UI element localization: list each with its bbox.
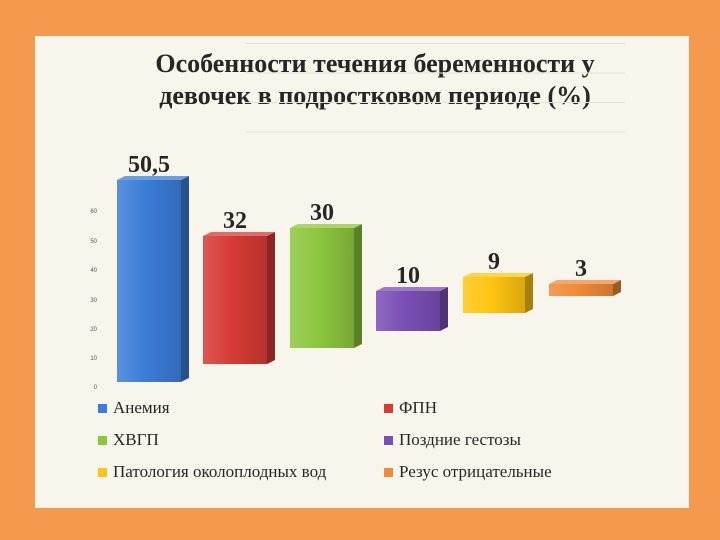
bar-side — [267, 232, 275, 364]
y-tick-label: 20 — [90, 327, 97, 333]
bar-top — [117, 176, 189, 180]
data-label: 3 — [575, 256, 587, 282]
data-label: 50,5 — [128, 152, 170, 178]
legend-label: Патология околоплодных вод — [113, 462, 327, 481]
legend-item: Анемия — [98, 398, 170, 418]
y-tick-label: 10 — [90, 356, 97, 362]
bar-side — [525, 273, 533, 313]
bar-top — [203, 232, 275, 236]
bar-top — [290, 224, 362, 228]
bar-top — [376, 287, 448, 291]
y-tick-label: 0 — [94, 385, 98, 391]
bar-side — [354, 224, 362, 348]
legend-swatch — [98, 403, 107, 413]
y-tick-label: 60 — [90, 209, 97, 215]
legend-label: ХВГП — [113, 430, 159, 449]
bar — [376, 291, 440, 331]
legend-label: Анемия — [113, 398, 170, 417]
bar-side — [440, 287, 448, 331]
legend-item: ХВГП — [98, 430, 159, 450]
legend-label: Поздние гестозы — [399, 430, 521, 449]
y-tick-label: 50 — [90, 239, 97, 245]
legend-swatch — [384, 467, 393, 477]
legend-swatch — [98, 435, 107, 445]
y-tick-label: 30 — [90, 298, 97, 304]
bar — [290, 228, 354, 348]
legend-item: Резус отрицательные — [384, 462, 552, 482]
legend-swatch — [384, 435, 393, 445]
bar — [117, 180, 181, 382]
bar-side — [613, 280, 621, 296]
data-label: 9 — [488, 249, 500, 275]
bar — [463, 277, 525, 313]
legend-label: Резус отрицательные — [399, 462, 552, 481]
data-label: 32 — [223, 208, 247, 234]
legend-item: Патология околоплодных вод — [98, 462, 326, 482]
bar-top — [463, 273, 533, 277]
legend-item: Поздние гестозы — [384, 430, 521, 450]
bar-chart: 0 10 20 30 40 50 60 50,5 32 30 10 9 3 — [90, 43, 625, 391]
slide-panel: Особенности течения беременности у девоч… — [35, 36, 689, 508]
bar — [203, 236, 267, 364]
data-label: 10 — [396, 263, 420, 289]
chart-title: Особенности течения беременности у девоч… — [95, 48, 655, 112]
chart-title-line-2: девочек в подростковом периоде (%) — [159, 81, 591, 110]
bar — [549, 284, 613, 296]
bar-side — [181, 176, 189, 382]
legend-label: ФПН — [399, 398, 437, 417]
legend-swatch — [98, 467, 107, 477]
legend-swatch — [384, 403, 393, 413]
bar-top — [549, 280, 621, 284]
data-label: 30 — [310, 200, 334, 226]
legend-item: ФПН — [384, 398, 437, 418]
y-tick-label: 40 — [90, 268, 97, 274]
